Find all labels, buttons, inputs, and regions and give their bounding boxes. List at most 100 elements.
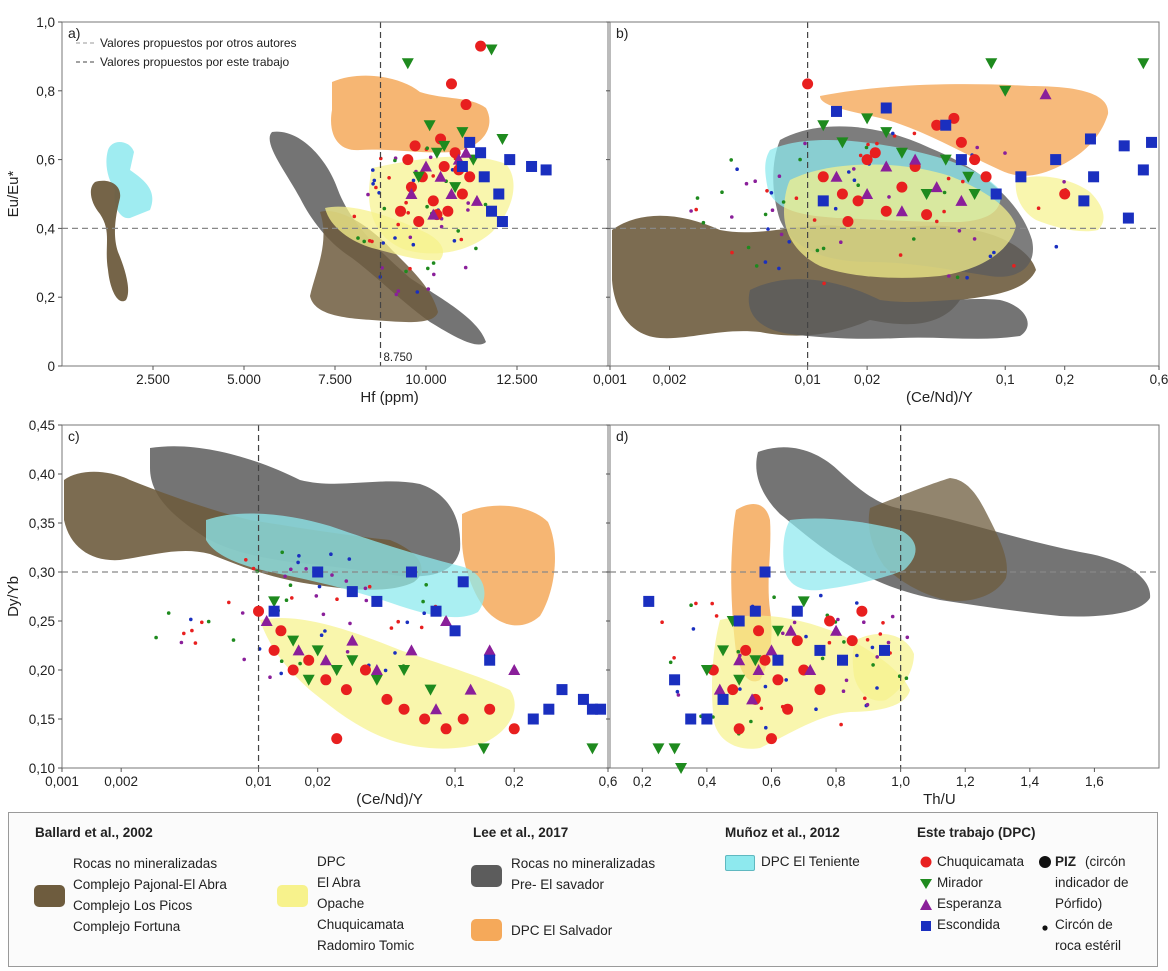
point-chuquicamata [395, 205, 407, 217]
legend: Ballard et al., 2002 Rocas no mineraliza… [8, 812, 1158, 967]
point-mirador [311, 645, 324, 657]
point-mirador [652, 743, 665, 755]
x-tick-label: 1,0 [891, 774, 910, 789]
barren-zircon-point [865, 638, 870, 642]
legend-este-esperanza: Esperanza [937, 896, 1002, 911]
barren-zircon-point [405, 620, 410, 625]
point-mirador [412, 171, 425, 183]
barren-zircon-point [1012, 264, 1016, 268]
point-escondida [312, 566, 324, 578]
legend-lee-title: Lee et al., 2017 [473, 825, 569, 840]
field-envelope-8 [748, 279, 1028, 339]
point-esperanza [746, 693, 759, 705]
barren-zircon-point [905, 635, 910, 640]
point-escondida [430, 605, 442, 617]
barren-zircon-point [382, 206, 387, 211]
point-escondida [1118, 140, 1130, 152]
barren-zircon-point [862, 620, 866, 624]
barren-zircon-point [154, 635, 158, 640]
point-mirador [880, 127, 893, 139]
point-escondida [880, 102, 892, 114]
point-chuquicamata [409, 140, 421, 152]
series-esperanza [713, 624, 843, 705]
barren-zircon-point [871, 663, 875, 667]
barren-zircon-point [283, 574, 287, 579]
point-mirador [668, 743, 681, 755]
barren-zircon-point [422, 611, 427, 615]
x-axis-label: Th/U [923, 791, 956, 808]
point-chuquicamata [340, 684, 352, 696]
point-esperanza [420, 160, 432, 172]
barren-zircon-point [842, 640, 846, 644]
point-escondida [701, 713, 713, 725]
point-esperanza [804, 664, 817, 675]
point-mirador [485, 44, 498, 56]
point-mirador [430, 147, 443, 159]
barren-zircon-point [421, 599, 425, 604]
point-chuquicamata [331, 733, 343, 745]
panel-2: c) 0,001 0,002 0,01 0,02 0,1 0,2 0,6 0,10 0,15 0,2… [5, 418, 617, 808]
point-escondida [830, 105, 842, 117]
barren-zircon-point [870, 645, 875, 650]
point-mirador [962, 171, 975, 183]
point-mirador [920, 189, 933, 200]
y-tick-label: 0,40 [29, 467, 55, 482]
point-chuquicamata [303, 654, 315, 666]
barren-zircon-point [374, 185, 378, 190]
barren-zircon-point [363, 586, 368, 591]
barren-zircon-point [396, 222, 401, 227]
barren-zircon-point [710, 601, 714, 606]
y-tick-label: 0,10 [29, 761, 55, 776]
x-tick-label: 0,6 [762, 774, 781, 789]
x-tick-label: 1,2 [956, 774, 975, 789]
barren-zircon-point [784, 678, 788, 682]
point-esperanza [445, 188, 458, 199]
x-tick-label: 0,2 [1055, 372, 1074, 387]
barren-zircon-point [787, 240, 791, 244]
y-tick-label: 0,35 [29, 516, 55, 531]
barren-zircon-point [675, 689, 680, 694]
point-mirador [268, 596, 281, 608]
barren-zircon-point [321, 612, 326, 617]
x-tick-label: 0,6 [599, 774, 618, 789]
point-chuquicamata [733, 723, 745, 735]
barren-zircon-point [858, 153, 863, 158]
barren-zircon-point [1054, 244, 1059, 249]
barren-zircon-point [298, 661, 302, 666]
barren-zircon-point [1062, 180, 1066, 184]
barren-zircon-point [749, 719, 753, 724]
point-esperanza [464, 683, 477, 695]
field-envelope-10 [820, 84, 1109, 176]
point-escondida [484, 654, 496, 666]
x-tick-label: 10.000 [405, 372, 446, 387]
barren-zircon-point [314, 594, 319, 598]
barren-zircon-point [839, 240, 843, 244]
barren-zircon-point [701, 220, 706, 225]
point-chuquicamata [398, 703, 410, 715]
point-chuquicamata [727, 684, 739, 696]
barren-zircon-point [695, 196, 700, 200]
point-chuquicamata [508, 723, 520, 735]
point-esperanza [784, 624, 797, 636]
barren-zircon-point [777, 174, 782, 178]
barren-zircon-point [730, 215, 734, 219]
point-esperanza [733, 654, 746, 666]
point-escondida [669, 674, 681, 686]
y-tick-label: 1,0 [36, 15, 55, 30]
barren-zircon-point [777, 266, 781, 271]
point-esperanza [427, 208, 440, 220]
point-escondida [817, 195, 829, 207]
point-mirador [424, 684, 437, 696]
point-chuquicamata [824, 615, 836, 627]
point-mirador [968, 189, 981, 200]
point-mirador [496, 133, 509, 145]
point-esperanza [830, 170, 843, 182]
point-mirador [939, 154, 952, 166]
point-escondida [595, 703, 607, 715]
legend-este-esteril-1: Circón de [1055, 917, 1113, 932]
field-envelope-5 [331, 75, 490, 153]
barren-zircon-point [231, 638, 236, 642]
barren-zircon-point [766, 227, 770, 231]
barren-zircon-point [428, 155, 433, 160]
barren-zircon-point [781, 200, 786, 204]
